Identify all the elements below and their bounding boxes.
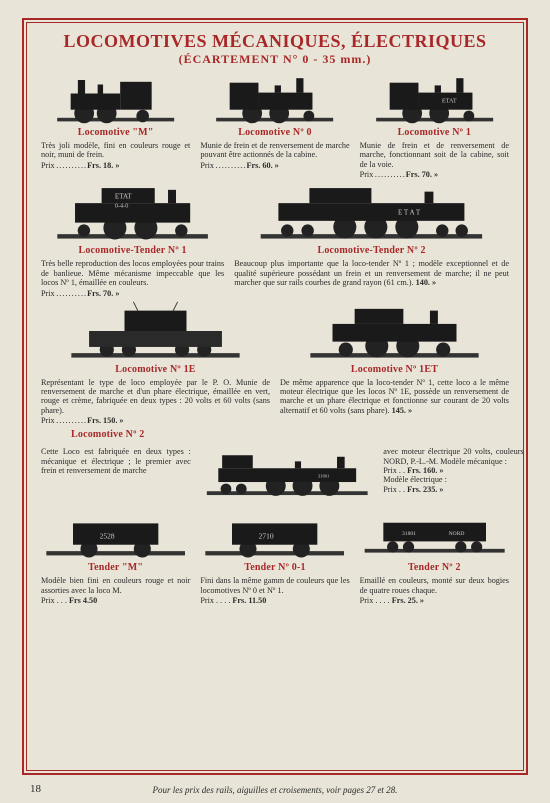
loco-1e-price: PrixFrs. 150. » bbox=[41, 416, 270, 425]
tender-2-name: Locomotive-Tender Nº 2 bbox=[317, 245, 425, 256]
tm-price: Prix . . . Frs 4.50 bbox=[41, 596, 190, 605]
item-loco-1: ETAT Locomotive Nº 1 Munie de frein et d… bbox=[360, 71, 509, 179]
t01-desc: Fini dans la même gamm de couleurs que l… bbox=[200, 576, 349, 595]
tender-1-price: PrixFrs. 70. » bbox=[41, 289, 224, 298]
svg-text:2710: 2710 bbox=[259, 532, 274, 541]
tm-name: Tender "M" bbox=[88, 562, 143, 573]
item-loco-m: Locomotive "M" Très joli modèle, fini en… bbox=[41, 71, 190, 179]
loco-1e-name: Locomotive Nº 1E bbox=[115, 364, 195, 375]
tender-1-name: Locomotive-Tender Nº 1 bbox=[78, 245, 186, 256]
item-t2: 31801 NORD Tender Nº 2 Emaillé en couleur… bbox=[360, 506, 509, 605]
t2-image: 31801 NORD bbox=[360, 506, 509, 560]
loco-m-price: PrixFrs. 18. » bbox=[41, 161, 190, 170]
item-t01: 2710 Tender Nº 0-1 Fini dans la même gam… bbox=[200, 506, 349, 605]
loco-1et-desc: De même apparence que la loco-tender Nº … bbox=[280, 378, 509, 416]
loco-1e-image bbox=[41, 300, 270, 362]
item-tender-1: ETAT 0-4-0 Locomotive-Tender Nº 1 Très be… bbox=[41, 181, 224, 297]
loco-0-image bbox=[200, 71, 349, 125]
loco-1-desc: Munie de frein et de renversement de mar… bbox=[360, 141, 509, 169]
loco-1-price: PrixFrs. 70. » bbox=[360, 170, 509, 179]
tender-2-image: E T A T bbox=[234, 181, 509, 243]
item-loco-1e: Locomotive Nº 1E Représentant le type de… bbox=[41, 300, 270, 426]
t2-desc: Emaillé en couleurs, monté sur deux bogi… bbox=[360, 576, 509, 595]
loco-1-name: Locomotive Nº 1 bbox=[398, 127, 472, 138]
loco-1e-desc: Représentant le type de loco employée pa… bbox=[41, 378, 270, 416]
svg-text:E T A T: E T A T bbox=[398, 209, 421, 217]
page-title: LOCOMOTIVES MÉCANIQUES, ÉLECTRIQUES bbox=[41, 31, 509, 52]
loco-m-name: Locomotive "M" bbox=[78, 127, 154, 138]
loco-m-image bbox=[41, 71, 190, 125]
tender-1-image: ETAT 0-4-0 bbox=[41, 181, 224, 243]
tender-1-desc: Très belle reproduction des locos employ… bbox=[41, 259, 224, 287]
loco-2-desc-left: Cette Loco est fabriquée en deux types :… bbox=[41, 447, 191, 475]
tm-image: 2528 bbox=[41, 506, 190, 560]
item-tm: 2528 Tender "M" Modèle bien fini en coul… bbox=[41, 506, 190, 605]
tm-desc: Modèle bien fini en couleurs rouge et no… bbox=[41, 576, 190, 595]
t2-name: Tender Nº 2 bbox=[408, 562, 461, 573]
loco-0-desc: Munie de frein et de renversement de mar… bbox=[200, 141, 349, 160]
t2-price: Prix . . . . Frs. 25. » bbox=[360, 596, 509, 605]
svg-text:2528: 2528 bbox=[100, 532, 115, 541]
page-footer: Pour les prix des rails, aiguilles et cr… bbox=[0, 785, 550, 795]
loco-1-image: ETAT bbox=[360, 71, 509, 125]
page-subtitle: (ÉCARTEMENT N° 0 - 35 mm.) bbox=[41, 52, 509, 67]
row-2: ETAT 0-4-0 Locomotive-Tender Nº 1 Très be… bbox=[41, 181, 509, 297]
row-5: 2528 Tender "M" Modèle bien fini en coul… bbox=[41, 506, 509, 605]
t01-name: Tender Nº 0-1 bbox=[244, 562, 305, 573]
item-tender-2: E T A T Locomotive-Tender Nº 2 Beaucoup … bbox=[234, 181, 509, 297]
loco-0-name: Locomotive Nº 0 bbox=[238, 127, 312, 138]
loco-0-price: PrixFrs. 60. » bbox=[200, 161, 349, 170]
tender-2-desc: Beaucoup plus importante que la loco-ten… bbox=[234, 259, 509, 287]
t01-price: Prix . . . . Frs. 11.50 bbox=[200, 596, 349, 605]
row-3: Locomotive Nº 1E Représentant le type de… bbox=[41, 300, 509, 426]
svg-text:NORD: NORD bbox=[448, 531, 464, 537]
page-content: LOCOMOTIVES MÉCANIQUES, ÉLECTRIQUES (ÉCA… bbox=[26, 22, 524, 771]
loco-1et-image bbox=[280, 300, 509, 362]
loco-1et-name: Locomotive Nº 1ET bbox=[351, 364, 438, 375]
svg-text:0-4-0: 0-4-0 bbox=[115, 203, 128, 210]
page-heading: LOCOMOTIVES MÉCANIQUES, ÉLECTRIQUES (ÉCA… bbox=[41, 31, 509, 67]
loco-2-desc-right: avec moteur électrique 20 volts, couleur… bbox=[383, 447, 523, 494]
item-loco-1et: Locomotive Nº 1ET De même apparence que … bbox=[280, 300, 509, 426]
loco-2-name: Locomotive Nº 2 bbox=[71, 429, 509, 440]
loco-m-desc: Très joli modèle, fini en couleurs rouge… bbox=[41, 141, 190, 160]
t01-image: 2710 bbox=[200, 506, 349, 560]
svg-text:ETAT: ETAT bbox=[115, 193, 132, 201]
svg-text:ETAT: ETAT bbox=[442, 98, 457, 105]
loco-2-image: 31801 bbox=[203, 444, 371, 504]
row-1: Locomotive "M" Très joli modèle, fini en… bbox=[41, 71, 509, 179]
svg-text:31801: 31801 bbox=[402, 531, 416, 537]
svg-text:31801: 31801 bbox=[318, 474, 330, 479]
item-loco-0: Locomotive Nº 0 Munie de frein et de ren… bbox=[200, 71, 349, 179]
row-4: Locomotive Nº 2 Cette Loco est fabriquée… bbox=[41, 429, 509, 504]
